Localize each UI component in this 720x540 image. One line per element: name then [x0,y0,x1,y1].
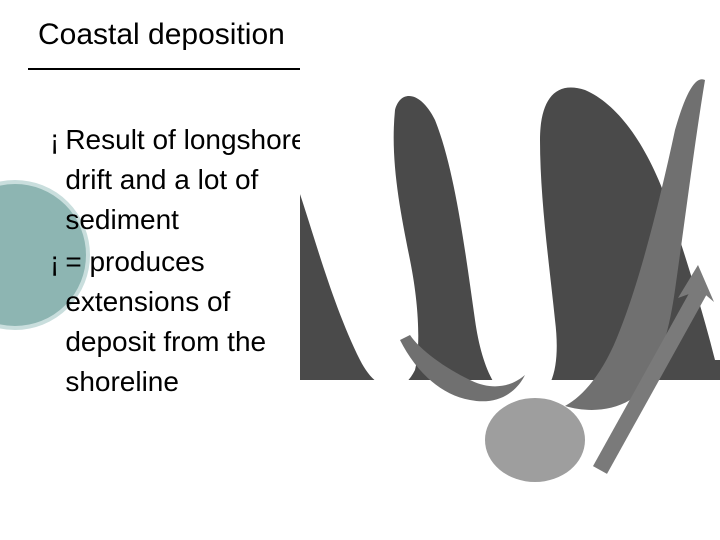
sediment-ball [485,398,585,482]
slide-container: Coastal deposition ¡ Result of longshore… [0,0,720,540]
slide-title: Coastal deposition [38,18,285,52]
title-block: Coastal deposition [38,18,285,62]
bullet-marker-icon: ¡ [50,242,59,282]
body-block: ¡ Result of longshore drift and a lot of… [50,120,310,404]
bullet-marker-icon: ¡ [50,120,59,160]
bullet-text: = produces extensions of deposit from th… [65,242,310,402]
bullet-text: Result of longshore drift and a lot of s… [65,120,310,240]
bullet-item: ¡ = produces extensions of deposit from … [50,242,310,402]
coastal-diagram [300,0,720,500]
bullet-item: ¡ Result of longshore drift and a lot of… [50,120,310,240]
